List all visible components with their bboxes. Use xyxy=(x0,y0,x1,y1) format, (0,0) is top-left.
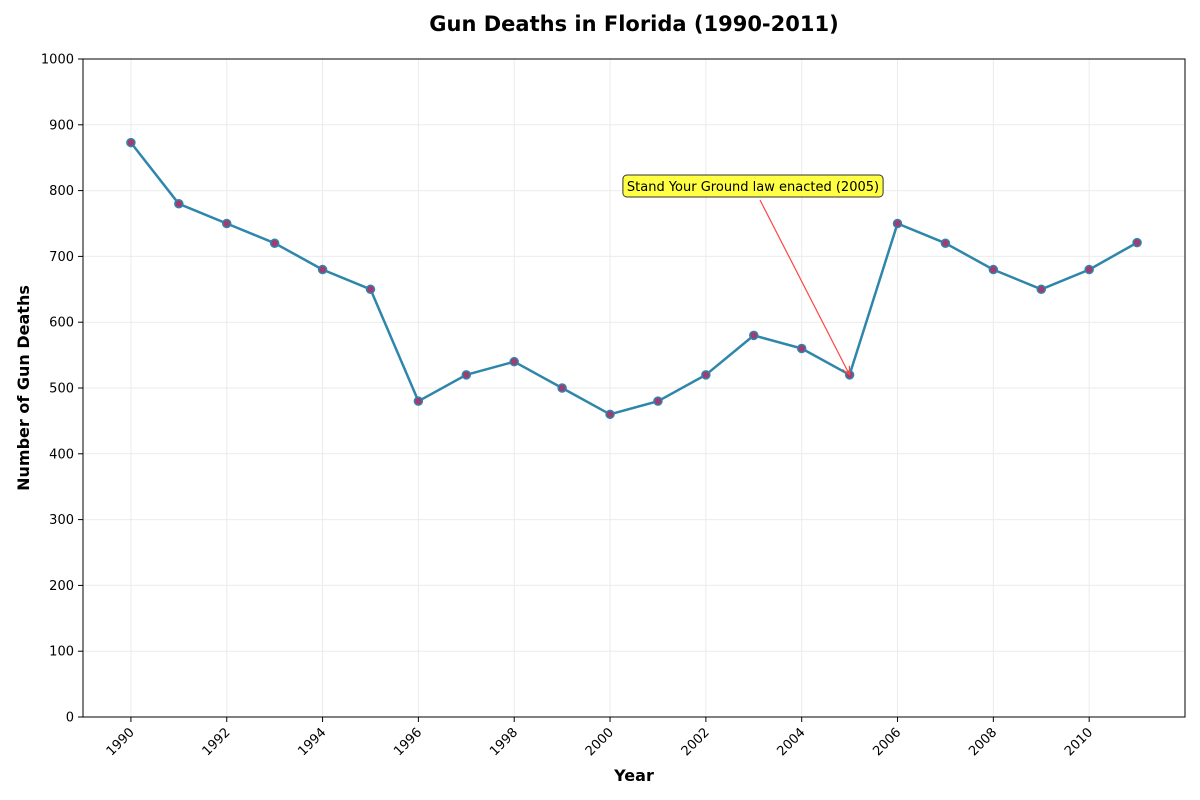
data-point xyxy=(126,137,136,148)
x-tick-label: 1992 xyxy=(200,725,234,759)
data-point xyxy=(796,343,807,354)
grid xyxy=(83,58,1185,718)
x-tick-label: 2006 xyxy=(870,725,904,759)
data-point xyxy=(988,264,999,275)
y-tick-label: 800 xyxy=(49,184,74,199)
y-tick-label: 500 xyxy=(49,382,74,397)
data-point xyxy=(174,199,184,209)
data-point xyxy=(317,264,328,275)
x-tick-label: 2002 xyxy=(679,725,713,759)
data-point xyxy=(1036,284,1047,295)
data-point xyxy=(940,238,951,248)
y-tick-label: 1000 xyxy=(41,53,74,68)
x-axis-label: Year xyxy=(613,766,654,785)
annotation-arrow xyxy=(759,199,851,376)
data-point xyxy=(749,330,759,341)
data-point xyxy=(1132,237,1142,248)
y-tick-label: 300 xyxy=(49,513,74,528)
data-point xyxy=(892,218,903,229)
y-axis-label: Number of Gun Deaths xyxy=(14,285,33,491)
y-tick-label: 0 xyxy=(66,711,74,726)
data-point xyxy=(509,356,519,367)
annotation-box xyxy=(622,174,884,198)
series-line xyxy=(129,141,1138,416)
data-point xyxy=(701,370,711,380)
annotation: Stand Your Ground law enacted (2005) xyxy=(622,174,884,377)
y-tick-label: 200 xyxy=(49,579,74,594)
x-tick-label: 1994 xyxy=(295,725,329,759)
x-tick-label: 2000 xyxy=(583,725,617,759)
data-point xyxy=(365,284,376,295)
data-point xyxy=(605,409,615,420)
data-point xyxy=(557,383,567,393)
y-tick-label: 600 xyxy=(49,316,74,331)
x-tick-label: 1996 xyxy=(391,725,425,759)
x-tick-label: 2010 xyxy=(1062,725,1096,759)
y-tick-label: 400 xyxy=(49,447,74,462)
x-tick-label: 2004 xyxy=(775,725,809,759)
x-tick-label: 2008 xyxy=(966,725,1000,759)
chart-title: Gun Deaths in Florida (1990-2011) xyxy=(429,12,838,36)
y-tick-label: 100 xyxy=(49,645,74,660)
x-tick-label: 1998 xyxy=(487,725,521,759)
data-point xyxy=(461,370,472,380)
data-point xyxy=(653,396,663,406)
data-point xyxy=(221,218,232,229)
series-markers xyxy=(126,137,1142,420)
data-point xyxy=(1084,264,1094,275)
y-tick-label: 900 xyxy=(49,118,74,133)
x-axis: 1990 1992 1994 1996 1998 2000 2002 2004 2006 2008… xyxy=(104,717,1096,759)
data-point xyxy=(413,396,424,406)
y-tick-label: 700 xyxy=(49,250,74,265)
y-axis: 0 100 200 300 400 500 600 700 800 900 1000 xyxy=(41,53,83,726)
data-point xyxy=(269,238,280,248)
annotation-text: Stand Your Ground law enacted (2005) xyxy=(627,180,879,195)
x-tick-label: 1990 xyxy=(104,725,138,759)
annotation-arrow-head xyxy=(842,365,851,377)
